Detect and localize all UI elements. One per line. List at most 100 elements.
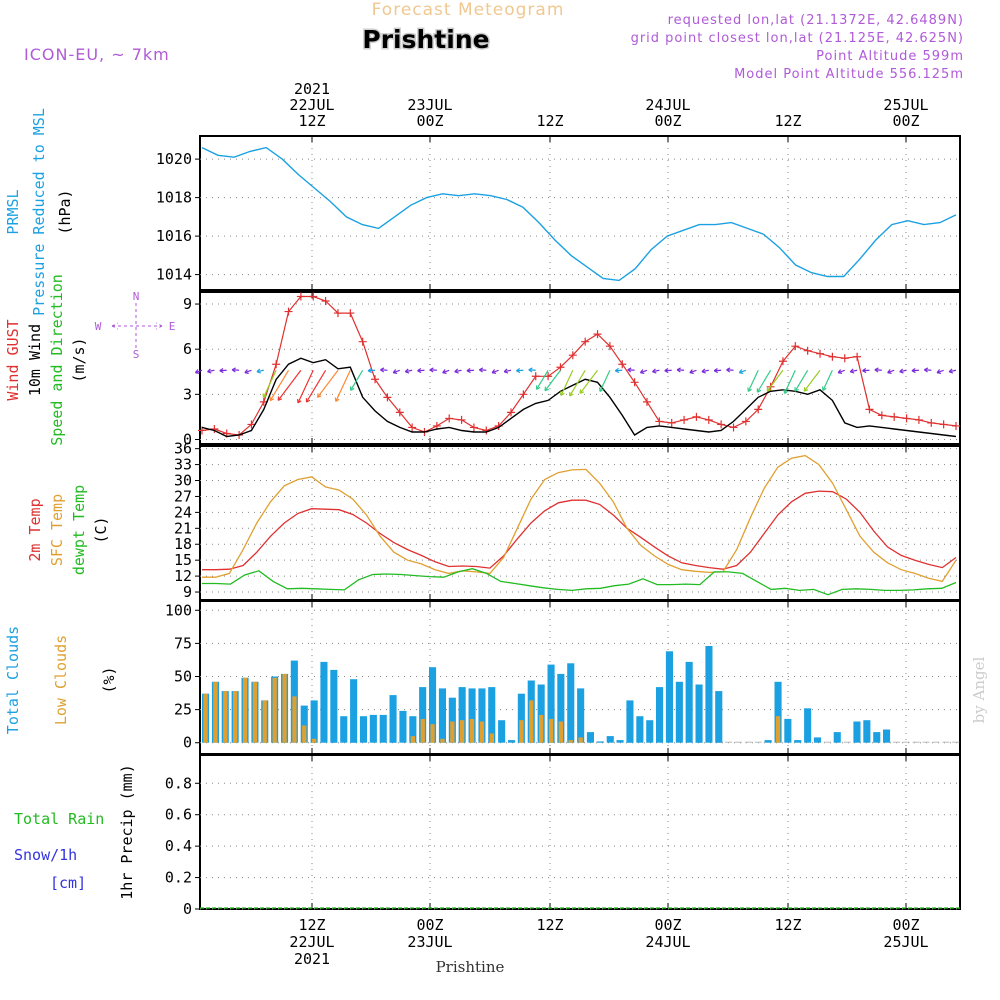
y-tick-label: 0.2 [165, 869, 192, 887]
low-cloud-bar [292, 696, 297, 743]
bottom-axis-label: 2021 [294, 950, 330, 968]
wind-direction-arrowhead [652, 368, 657, 374]
total-cloud-bar [517, 693, 525, 743]
wind-direction-arrowhead [536, 385, 541, 390]
wind-gust-point [680, 415, 689, 424]
panel-frame [199, 754, 961, 910]
total-cloud-bar [873, 732, 881, 743]
bottom-axis-label: 23JUL [407, 933, 452, 951]
total-cloud-bar [458, 687, 466, 743]
total-cloud-bar [359, 716, 367, 743]
wind-direction-arrowhead [923, 367, 929, 373]
wind-direction-arrow [899, 369, 907, 373]
compass-west: W [95, 320, 102, 333]
wind-direction-arrow [305, 369, 327, 403]
wind-gust-point [408, 423, 417, 432]
wind-direction-arrowhead [231, 367, 236, 373]
total-cloud-bar [715, 691, 723, 743]
wind-direction-arrow [887, 369, 895, 374]
low-cloud-bar [775, 716, 781, 743]
top-axis-label: 24JUL [645, 96, 690, 114]
wind-direction-arrowhead [442, 369, 447, 375]
top-axis-label: 2021 [294, 80, 330, 98]
wind-gust-point [284, 307, 293, 316]
low-cloud-bar [242, 677, 248, 743]
pressure-panel: 1014 1016 1018 1020 PRMSL Pressure Reduced to… [4, 108, 961, 316]
wind-gust-point [618, 360, 627, 369]
wind-direction-arrow [640, 369, 648, 374]
wind-direction-arrowhead [350, 386, 355, 391]
wind-gust-point [853, 352, 862, 361]
low-cloud-bar [213, 681, 218, 743]
low-cloud-bar [558, 721, 563, 743]
total-cloud-bar [626, 700, 634, 743]
wind-direction-arrow [689, 369, 697, 374]
wind-gust-point [519, 390, 528, 399]
wind-direction-arrowhead [783, 389, 789, 394]
wind-direction-arrow [504, 369, 512, 373]
wind-direction-arrow [350, 369, 364, 391]
wind-direction-arrow [701, 369, 709, 373]
wind-gust-point [544, 372, 553, 381]
total-cloud-bar [596, 741, 604, 743]
snow-unit-label: [cm] [50, 874, 86, 892]
top-axis-label: 00Z [416, 112, 443, 130]
top-axis-label: 12Z [536, 112, 563, 130]
total-cloud-bar [656, 687, 664, 743]
wind-gust-point [371, 375, 380, 384]
wind-gust-point [296, 292, 305, 301]
pressure-line [201, 146, 957, 282]
wind-direction-arrowhead [837, 369, 843, 375]
wind-direction-arrowhead [899, 368, 904, 374]
location-title: Prishtine [362, 25, 489, 54]
total-cloud-bar [419, 687, 427, 743]
wind-gust-point [865, 405, 874, 414]
wind-10m-line [201, 357, 957, 438]
y-tick-label: 1020 [156, 150, 192, 168]
wind-direction-arrowhead [262, 393, 268, 398]
low-cloud-bar [548, 718, 554, 743]
y-tick-label: 0.8 [165, 774, 192, 792]
low-cloud-bar [578, 737, 583, 743]
wind-gust-point [556, 363, 565, 372]
wind-gust-point [469, 423, 478, 432]
wind-direction-arrowhead [367, 367, 372, 374]
compass-south: S [133, 348, 140, 361]
low-cloud-bar [223, 691, 228, 743]
wind-direction-arrowhead [404, 368, 410, 374]
wind-direction-arrowhead [194, 369, 200, 375]
wind-gust-point [655, 417, 664, 426]
low-cloud-bar [450, 721, 455, 743]
y-tick-label: 33 [174, 456, 192, 474]
y-tick-label: 0 [183, 734, 192, 752]
wind-direction-arrow [277, 369, 302, 401]
low-cloud-bar [539, 714, 544, 743]
wind-gust-point [247, 420, 256, 429]
wind-direction-arrow [392, 369, 400, 374]
wind-direction-arrowhead [269, 396, 275, 402]
wind-direction-arrow [560, 370, 574, 396]
low-cloud-bar [529, 700, 534, 743]
wind-direction-arrowhead [466, 367, 471, 374]
y-tick-label: 1014 [156, 266, 192, 284]
total-cloud-bar [330, 669, 338, 743]
total-cloud-bar [478, 688, 486, 743]
wind-direction-arrow [262, 370, 277, 398]
wind-direction-arrowhead [491, 369, 497, 375]
wind-direction-arrow [756, 369, 772, 393]
bottom-axis-label: 12Z [774, 916, 801, 934]
bottom-axis-label: 12Z [298, 916, 325, 934]
temp-axis-label: 2m Temp [26, 498, 44, 561]
bottom-axis-label: 00Z [654, 916, 681, 934]
wind-axis-label: Wind GUST [4, 319, 22, 400]
clouds-axis-label: Low Clouds [52, 635, 70, 725]
total-cloud-bar [498, 720, 506, 743]
wind-direction-arrowhead [849, 368, 855, 374]
total-cloud-bar [952, 741, 960, 743]
top-axis-label: 25JUL [883, 96, 928, 114]
wind-axis-label: 10m Wind [26, 324, 44, 396]
wind-direction-arrowhead [701, 368, 706, 374]
